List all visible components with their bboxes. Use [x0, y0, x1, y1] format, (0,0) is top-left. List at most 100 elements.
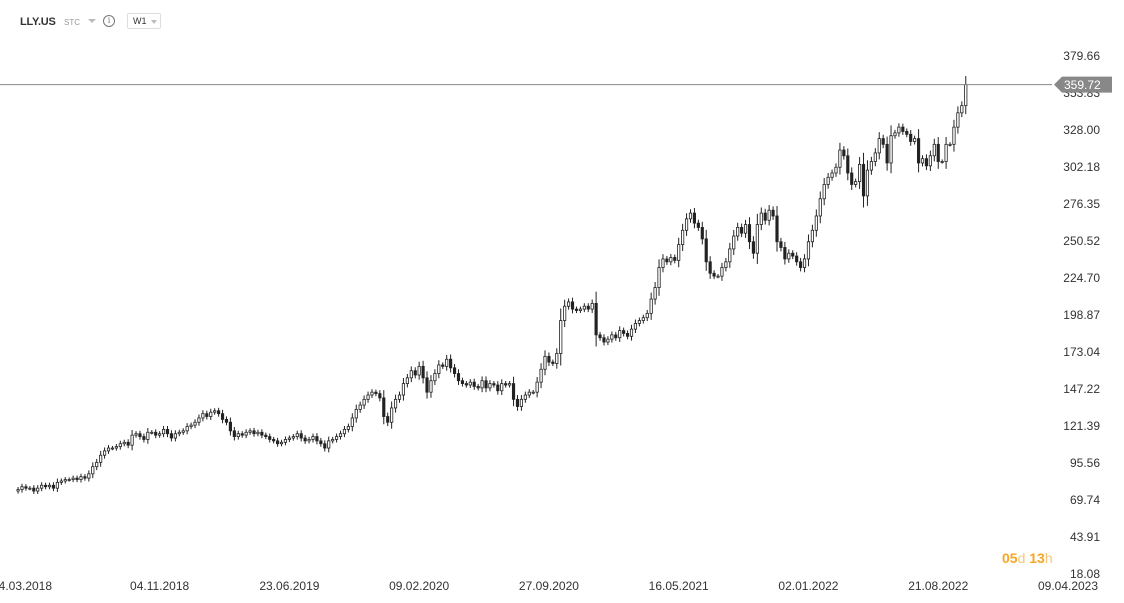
candle-body	[563, 305, 567, 321]
candle-body	[834, 166, 838, 174]
y-tick-label: 276.35	[1063, 197, 1100, 211]
candle-body	[716, 275, 720, 278]
candle-body	[150, 431, 154, 434]
y-tick-label: 250.52	[1063, 234, 1100, 248]
candle-body	[763, 212, 767, 221]
candle-body	[335, 436, 339, 440]
candle-body	[531, 391, 535, 394]
chart-toolbar: LLY.US STC i W1	[0, 0, 1124, 44]
candle-body	[771, 209, 775, 217]
candle-body	[315, 436, 319, 442]
candle-body	[91, 466, 95, 475]
candle-body	[688, 212, 693, 220]
candle-body	[496, 384, 500, 392]
candle-body	[323, 443, 327, 449]
candle-body	[374, 391, 378, 395]
candle-body	[633, 323, 638, 330]
candle-body	[75, 477, 79, 480]
candle-body	[102, 450, 107, 456]
candle-body	[704, 238, 708, 263]
candle-body	[307, 439, 311, 442]
candle-body	[889, 135, 893, 164]
candle-body	[244, 431, 248, 436]
candle-body	[47, 484, 52, 488]
timeframe-value: W1	[133, 16, 147, 26]
candle-body	[861, 163, 866, 197]
candle-body	[28, 487, 32, 490]
symbol-label[interactable]: LLY.US	[20, 16, 56, 28]
candle-body	[555, 353, 559, 364]
candle-body	[193, 421, 197, 426]
candle-body	[142, 436, 146, 440]
candle-body	[272, 439, 276, 442]
candle-body	[279, 441, 284, 445]
candle-body	[515, 398, 520, 407]
candle-body	[838, 149, 842, 168]
candle-body	[460, 380, 465, 384]
current-price-label: 359.72	[1064, 78, 1101, 92]
candle-body	[40, 484, 44, 489]
candle-body	[209, 411, 213, 417]
y-tick-label: 69.74	[1070, 493, 1100, 507]
candle-body	[684, 218, 689, 231]
candle-body	[602, 337, 606, 343]
candle-body	[456, 373, 461, 382]
candle-body	[331, 439, 335, 442]
countdown-hours-unit: h	[1044, 550, 1053, 566]
x-tick-label: 04.03.2018	[0, 579, 52, 593]
candle-body	[217, 410, 221, 415]
candle-body	[909, 133, 913, 142]
candle-body	[429, 380, 433, 393]
candle-body	[299, 433, 303, 439]
candle-body	[417, 365, 421, 376]
candle-body	[260, 431, 264, 436]
candle-body	[539, 368, 543, 383]
candle-body	[63, 479, 67, 482]
candle-body	[932, 143, 936, 157]
candle-body	[614, 334, 618, 339]
candle-body	[224, 418, 229, 423]
candle-body	[610, 334, 614, 340]
x-tick-label: 02.01.2022	[778, 579, 838, 593]
candle-body	[913, 138, 917, 142]
candle-body	[16, 489, 20, 492]
candle-body	[586, 305, 590, 310]
candle-body	[775, 215, 779, 243]
candle-body	[165, 429, 170, 435]
y-axis: 379.66353.83328.00302.18276.35250.52224.…	[1063, 49, 1100, 581]
candle-body	[228, 421, 232, 432]
candle-body	[511, 383, 516, 400]
candle-body	[291, 436, 295, 439]
candle-body	[173, 433, 177, 439]
candle-body	[508, 383, 512, 386]
candle-body	[71, 477, 75, 480]
candle-body	[767, 209, 771, 221]
candle-body	[197, 417, 201, 423]
candle-body	[476, 386, 480, 389]
candle-body	[276, 440, 280, 445]
candle-body	[559, 320, 563, 354]
info-icon[interactable]: i	[103, 15, 115, 27]
y-tick-label: 379.66	[1063, 49, 1100, 63]
candle-body	[936, 143, 940, 162]
timeframe-select[interactable]: W1	[127, 13, 161, 29]
candle-body	[189, 424, 193, 427]
candle-body	[594, 302, 598, 336]
candle-body	[708, 261, 712, 274]
candle-body	[95, 461, 99, 468]
candle-body	[205, 413, 209, 417]
candle-body	[535, 381, 539, 393]
chevron-down-icon[interactable]	[88, 19, 96, 23]
candle-body	[232, 430, 236, 437]
candle-body	[736, 227, 740, 237]
candle-body	[885, 143, 889, 164]
y-tick-label: 147.22	[1063, 382, 1100, 396]
candle-body	[916, 138, 921, 164]
candle-body	[409, 370, 413, 379]
candle-body	[161, 429, 166, 435]
x-axis: 04.03.2018 04.11.2018 23.06.2019 09.02.2020…	[0, 579, 1098, 593]
candle-body	[669, 257, 673, 263]
candle-body	[924, 158, 929, 167]
candle-body	[700, 227, 704, 240]
